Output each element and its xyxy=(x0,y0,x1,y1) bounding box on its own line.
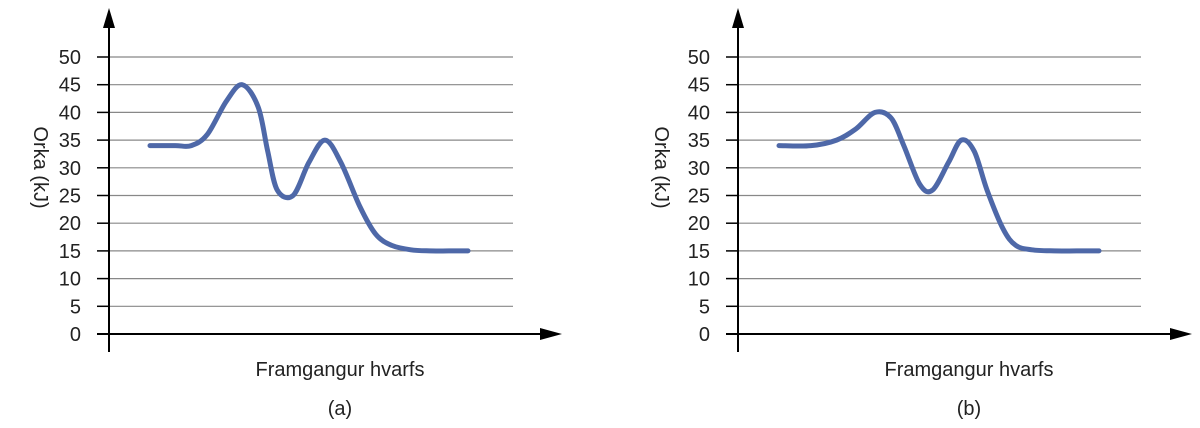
y-tick-label: 10 xyxy=(59,269,81,291)
y-tick-label: 40 xyxy=(688,102,710,124)
y-tick-label: 50 xyxy=(688,47,710,69)
y-tick-label: 35 xyxy=(688,130,710,152)
y-axis-title: Orka (kJ) xyxy=(650,126,672,208)
panel-label: (a) xyxy=(328,398,352,420)
energy-curve xyxy=(776,109,1102,254)
x-axis-title: Framgangur hvarfs xyxy=(885,359,1054,381)
energy-chart-a: 0 5 10 15 20 25 30 35 40 45 50 Framgangur hvarfs Ork… xyxy=(29,8,562,420)
y-tick-label: 45 xyxy=(688,75,710,97)
y-tick-label: 45 xyxy=(59,75,81,97)
energy-curve xyxy=(147,82,471,254)
y-tick-label: 0 xyxy=(70,324,81,346)
y-tick-label: 30 xyxy=(688,158,710,180)
y-tick-label: 20 xyxy=(688,213,710,235)
y-tick-label: 50 xyxy=(59,47,81,69)
y-tick-label: 40 xyxy=(59,102,81,124)
y-tick-label: 5 xyxy=(70,296,81,318)
y-tick-label: 20 xyxy=(59,213,81,235)
y-tick-label: 10 xyxy=(688,269,710,291)
y-tick-label: 5 xyxy=(699,296,710,318)
y-axis-arrow xyxy=(103,8,115,28)
x-axis-arrow xyxy=(540,328,562,340)
y-tick-label: 15 xyxy=(59,241,81,263)
y-tick-label: 35 xyxy=(59,130,81,152)
energy-chart-b: 0 5 10 15 20 25 30 35 40 45 50 Framgangur hvarfs Ork… xyxy=(650,8,1192,420)
y-tick-label: 15 xyxy=(688,241,710,263)
y-axis-arrow xyxy=(732,8,744,28)
y-axis-title: Orka (kJ) xyxy=(29,126,51,208)
y-tick-label: 0 xyxy=(699,324,710,346)
panel-label: (b) xyxy=(957,398,981,420)
x-axis-arrow xyxy=(1170,328,1192,340)
x-axis-title: Framgangur hvarfs xyxy=(256,359,425,381)
y-tick-label: 30 xyxy=(59,158,81,180)
y-tick-label: 25 xyxy=(688,186,710,208)
y-tick-label: 25 xyxy=(59,186,81,208)
